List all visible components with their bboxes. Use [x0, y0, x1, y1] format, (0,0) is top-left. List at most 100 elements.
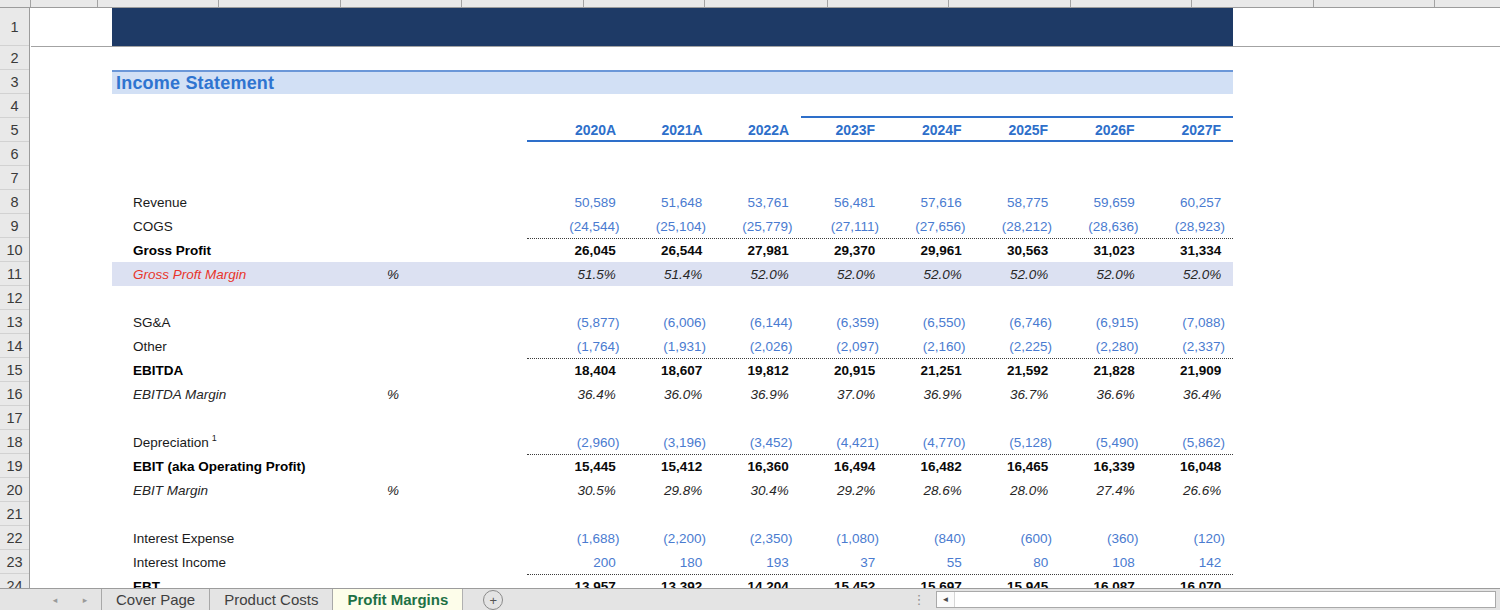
cell-ebitda-margin-2024F[interactable]: 36.9% [887, 382, 974, 406]
row-label-sg-a[interactable]: SG&A [133, 310, 171, 334]
cell-depreciation-2023F[interactable]: (4,421) [801, 430, 888, 454]
row-header-8[interactable]: 8 [0, 190, 29, 214]
cell-gross-proft-margin-2022A[interactable]: 52.0% [714, 262, 801, 286]
cell-ebit-margin-2023F[interactable]: 29.2% [801, 478, 888, 502]
cell-interest-income-2022A[interactable]: 193 [714, 550, 801, 574]
scroll-left-icon[interactable]: ◄ [937, 592, 955, 607]
cell-ebit-aka-operating-profit-2020A[interactable]: 15,445 [541, 454, 628, 478]
cell-gross-proft-margin-2020A[interactable]: 51.5% [541, 262, 628, 286]
row-header-21[interactable]: 21 [0, 502, 29, 526]
row-header-23[interactable]: 23 [0, 550, 29, 574]
row-header-3[interactable]: 3 [0, 70, 29, 94]
cell-interest-income-2026F[interactable]: 108 [1060, 550, 1147, 574]
cell-cogs-2021A[interactable]: (25,104) [628, 214, 715, 238]
cell-ebitda-2024F[interactable]: 21,251 [887, 358, 974, 382]
row-header-13[interactable]: 13 [0, 310, 29, 334]
cell-gross-profit-2020A[interactable]: 26,045 [541, 238, 628, 262]
cell-gross-profit-2024F[interactable]: 29,961 [887, 238, 974, 262]
cell-ebt-2022A[interactable]: 14,204 [714, 574, 801, 588]
row-label-cogs[interactable]: COGS [133, 214, 173, 238]
cell-gross-proft-margin-2027F[interactable]: 52.0% [1147, 262, 1234, 286]
row-header-20[interactable]: 20 [0, 478, 29, 502]
row-header-5[interactable]: 5 [0, 118, 29, 142]
cell-depreciation-2024F[interactable]: (4,770) [887, 430, 974, 454]
cell-ebitda-2023F[interactable]: 20,915 [801, 358, 888, 382]
cell-interest-expense-2025F[interactable]: (600) [974, 526, 1061, 550]
cell-interest-expense-2026F[interactable]: (360) [1060, 526, 1147, 550]
cell-sg-a-2025F[interactable]: (6,746) [974, 310, 1061, 334]
cell-ebit-margin-2021A[interactable]: 29.8% [628, 478, 715, 502]
tab-scroll-right-icon[interactable]: ▸ [78, 589, 92, 610]
cell-revenue-2025F[interactable]: 58,775 [974, 190, 1061, 214]
cell-interest-expense-2021A[interactable]: (2,200) [628, 526, 715, 550]
cell-ebit-aka-operating-profit-2021A[interactable]: 15,412 [628, 454, 715, 478]
cell-ebitda-margin-2026F[interactable]: 36.6% [1060, 382, 1147, 406]
row-header-10[interactable]: 10 [0, 238, 29, 262]
cell-interest-income-2023F[interactable]: 37 [801, 550, 888, 574]
column-header-2027f[interactable]: 2027F [1147, 118, 1234, 142]
row-label-revenue[interactable]: Revenue [133, 190, 187, 214]
sheet-tab-product-costs[interactable]: Product Costs [210, 589, 333, 610]
horizontal-scrollbar[interactable]: ◄ [936, 591, 1496, 608]
cell-interest-income-2024F[interactable]: 55 [887, 550, 974, 574]
cell-cogs-2025F[interactable]: (28,212) [974, 214, 1061, 238]
row-header-17[interactable]: 17 [0, 406, 29, 430]
cell-gross-profit-2025F[interactable]: 30,563 [974, 238, 1061, 262]
cell-other-2021A[interactable]: (1,931) [628, 334, 715, 358]
cell-ebitda-2020A[interactable]: 18,404 [541, 358, 628, 382]
tab-scroll-left-icon[interactable]: ◂ [48, 589, 62, 610]
cell-other-2023F[interactable]: (2,097) [801, 334, 888, 358]
cell-cogs-2026F[interactable]: (28,636) [1060, 214, 1147, 238]
cell-gross-proft-margin-2023F[interactable]: 52.0% [801, 262, 888, 286]
cell-ebt-2026F[interactable]: 16,087 [1060, 574, 1147, 588]
cell-ebitda-margin-2022A[interactable]: 36.9% [714, 382, 801, 406]
cell-ebit-margin-2027F[interactable]: 26.6% [1147, 478, 1234, 502]
column-header-2023f[interactable]: 2023F [801, 118, 888, 142]
cell-revenue-2021A[interactable]: 51,648 [628, 190, 715, 214]
row-label-ebitda[interactable]: EBITDA [133, 358, 183, 382]
column-header-2021a[interactable]: 2021A [628, 118, 715, 142]
row-header-12[interactable]: 12 [0, 286, 29, 310]
cell-gross-profit-2023F[interactable]: 29,370 [801, 238, 888, 262]
cell-ebitda-2026F[interactable]: 21,828 [1060, 358, 1147, 382]
cell-depreciation-2020A[interactable]: (2,960) [541, 430, 628, 454]
cell-ebitda-margin-2023F[interactable]: 37.0% [801, 382, 888, 406]
cell-sg-a-2021A[interactable]: (6,006) [628, 310, 715, 334]
cell-ebit-aka-operating-profit-2026F[interactable]: 16,339 [1060, 454, 1147, 478]
cell-ebit-aka-operating-profit-2022A[interactable]: 16,360 [714, 454, 801, 478]
tabbar-splitter-handle[interactable]: ⋮ [915, 589, 923, 610]
row-header-4[interactable]: 4 [0, 94, 29, 118]
cell-ebit-margin-2024F[interactable]: 28.6% [887, 478, 974, 502]
cell-other-2025F[interactable]: (2,225) [974, 334, 1061, 358]
cell-ebitda-margin-2025F[interactable]: 36.7% [974, 382, 1061, 406]
column-header-2025f[interactable]: 2025F [974, 118, 1061, 142]
cell-ebit-margin-2022A[interactable]: 30.4% [714, 478, 801, 502]
cell-interest-expense-2024F[interactable]: (840) [887, 526, 974, 550]
cell-ebitda-2022A[interactable]: 19,812 [714, 358, 801, 382]
column-header-2022a[interactable]: 2022A [714, 118, 801, 142]
cell-ebt-2023F[interactable]: 15,452 [801, 574, 888, 588]
column-header-2026f[interactable]: 2026F [1060, 118, 1147, 142]
cell-ebitda-2027F[interactable]: 21,909 [1147, 358, 1234, 382]
cell-interest-expense-2027F[interactable]: (120) [1147, 526, 1234, 550]
cell-interest-income-2025F[interactable]: 80 [974, 550, 1061, 574]
column-header-2024f[interactable]: 2024F [887, 118, 974, 142]
cell-ebt-2024F[interactable]: 15,697 [887, 574, 974, 588]
cell-cogs-2020A[interactable]: (24,544) [541, 214, 628, 238]
row-label-ebt[interactable]: EBT [133, 574, 160, 588]
cell-depreciation-2027F[interactable]: (5,862) [1147, 430, 1234, 454]
cell-cogs-2022A[interactable]: (25,779) [714, 214, 801, 238]
row-header-7[interactable]: 7 [0, 166, 29, 190]
cell-gross-profit-2026F[interactable]: 31,023 [1060, 238, 1147, 262]
row-header-22[interactable]: 22 [0, 526, 29, 550]
cell-cogs-2027F[interactable]: (28,923) [1147, 214, 1234, 238]
row-header-24[interactable]: 24 [0, 574, 29, 588]
row-header-14[interactable]: 14 [0, 334, 29, 358]
row-header-1[interactable]: 1 [0, 8, 29, 46]
cell-depreciation-2021A[interactable]: (3,196) [628, 430, 715, 454]
cell-other-2022A[interactable]: (2,026) [714, 334, 801, 358]
cell-interest-income-2020A[interactable]: 200 [541, 550, 628, 574]
row-header-6[interactable]: 6 [0, 142, 29, 166]
cell-ebit-aka-operating-profit-2027F[interactable]: 16,048 [1147, 454, 1234, 478]
row-label-gross-proft-margin[interactable]: Gross Proft Margin [133, 262, 246, 286]
